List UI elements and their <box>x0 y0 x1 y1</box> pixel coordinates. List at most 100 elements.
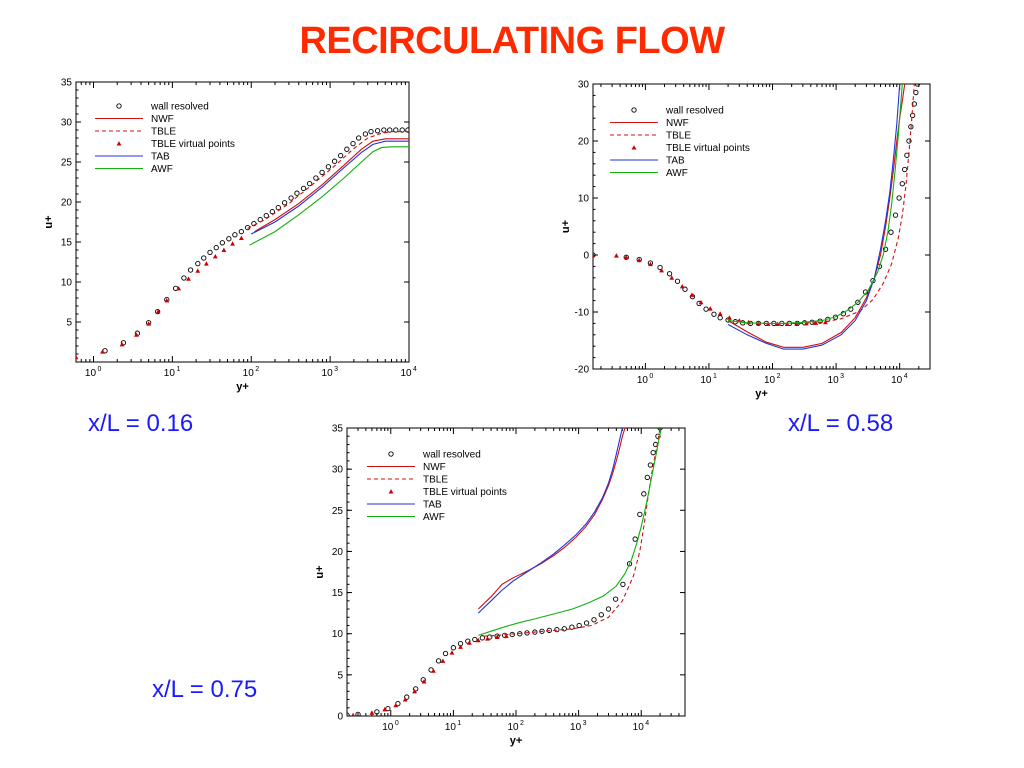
data-point <box>164 298 170 303</box>
data-point <box>319 169 325 176</box>
legend-label: TBLE <box>666 131 691 142</box>
x-tick-label-exponent: 1 <box>713 373 717 380</box>
data-point <box>195 260 201 267</box>
series-awf <box>478 428 662 636</box>
x-tick-label: 10 <box>445 722 457 733</box>
legend-item-awf: AWF <box>95 164 173 175</box>
y-tick-label: 25 <box>332 506 344 517</box>
series-awf <box>249 146 409 246</box>
y-tick-label: 30 <box>332 465 344 476</box>
data-point <box>381 127 387 133</box>
data-point <box>657 264 663 271</box>
x-tick-label-exponent: 0 <box>395 720 399 727</box>
legend-marker <box>631 145 637 150</box>
y-tick-label: 20 <box>578 137 590 148</box>
data-point <box>711 311 717 317</box>
legend-label: AWF <box>423 512 445 523</box>
legend-label: NWF <box>151 114 174 125</box>
data-point <box>186 276 191 281</box>
legend-item-tble-virtual-points: TBLE virtual points <box>388 487 507 498</box>
data-point <box>641 491 647 497</box>
series-line <box>727 84 906 348</box>
data-point <box>232 232 238 238</box>
data-point <box>221 247 227 252</box>
series-line <box>249 146 409 246</box>
data-point <box>387 127 393 133</box>
data-point <box>344 146 350 152</box>
data-point <box>431 668 436 673</box>
data-point <box>479 635 485 641</box>
x-tick-label-exponent: 4 <box>904 373 908 380</box>
x-tick-label: 10 <box>637 375 649 386</box>
x-tick-label-exponent: 1 <box>457 720 461 727</box>
x-tick-label: 10 <box>764 375 776 386</box>
data-point <box>576 622 582 629</box>
x-tick-label-exponent: 2 <box>777 373 781 380</box>
x-tick-label: 10 <box>700 375 712 386</box>
data-point <box>263 212 269 219</box>
series-tble <box>483 428 661 637</box>
series-nwf <box>477 428 626 610</box>
data-point <box>374 709 380 715</box>
y-tick-label: 30 <box>61 118 73 129</box>
data-point <box>402 697 408 702</box>
data-point <box>281 200 288 206</box>
x-tick-label: 10 <box>570 722 582 733</box>
legend-label: NWF <box>423 462 446 473</box>
data-point <box>682 286 688 292</box>
legend-label: wall resolved <box>150 102 209 113</box>
y-tick-label: 0 <box>337 712 343 723</box>
data-point <box>591 617 597 623</box>
caption-x-l-075: x/L = 0.75 <box>152 676 258 703</box>
legend-label: TBLE virtual points <box>423 487 507 498</box>
x-tick-label: 10 <box>164 368 176 379</box>
series-line <box>477 428 626 610</box>
legend-item-tab: TAB <box>367 500 442 511</box>
x-tick-label-exponent: 3 <box>583 720 587 727</box>
legend-item-awf: AWF <box>367 512 445 523</box>
data-point <box>647 462 654 468</box>
y-tick-label: 10 <box>61 278 73 289</box>
legend-item-nwf: NWF <box>95 114 174 125</box>
data-point <box>226 236 232 242</box>
data-point <box>201 255 207 261</box>
data-point <box>356 135 362 141</box>
legend-label: TBLE virtual points <box>151 139 235 150</box>
data-point <box>76 354 79 360</box>
x-tick-label: 10 <box>382 722 394 733</box>
legend-item-tble-virtual-points: TBLE virtual points <box>116 139 235 150</box>
y-tick-label: 5 <box>66 318 72 329</box>
data-point <box>911 101 917 107</box>
data-point <box>636 257 642 263</box>
data-point <box>100 349 105 354</box>
legend-label: TBLE virtual points <box>666 143 750 154</box>
series-line <box>477 428 623 614</box>
data-point <box>238 235 244 240</box>
series-line <box>728 84 903 324</box>
legend-marker <box>388 489 394 494</box>
data-point <box>187 267 194 273</box>
data-point <box>472 636 478 643</box>
series-tble-virtual-points <box>593 252 828 326</box>
legend-item-tab: TAB <box>95 152 170 163</box>
data-point <box>369 710 375 715</box>
data-point <box>679 283 685 289</box>
x-tick-label-exponent: 3 <box>334 366 338 373</box>
legend-item-nwf: NWF <box>367 462 446 473</box>
series-tble-virtual-points <box>76 235 244 360</box>
data-point <box>393 702 399 708</box>
data-point <box>382 707 388 712</box>
y-tick-label: 25 <box>61 158 73 169</box>
series-tab <box>477 428 623 614</box>
series-line <box>727 84 901 350</box>
series-line <box>254 138 409 233</box>
y-axis-label: u+ <box>560 220 572 233</box>
data-point <box>632 536 638 542</box>
data-point <box>902 166 908 173</box>
plot-frame <box>75 81 410 363</box>
data-point <box>350 140 356 147</box>
data-point <box>385 705 391 712</box>
